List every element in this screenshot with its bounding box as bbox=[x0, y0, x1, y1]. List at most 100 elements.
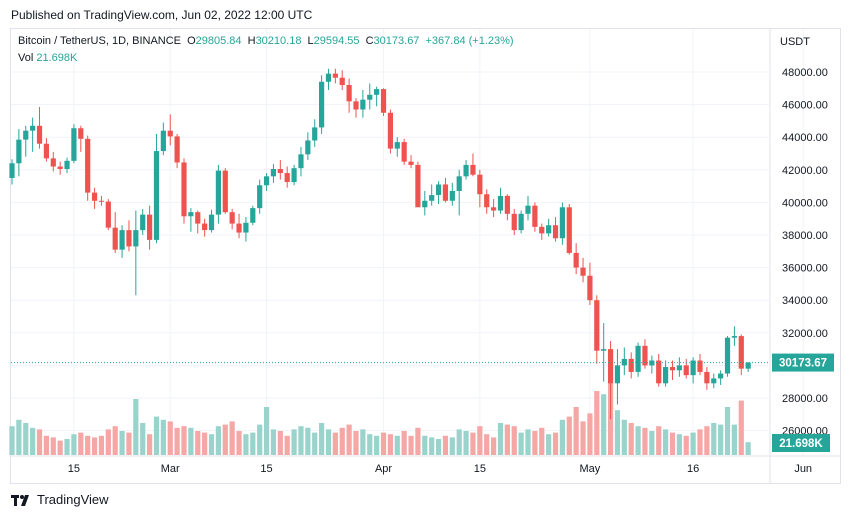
candle-body bbox=[332, 73, 338, 78]
volume-bar bbox=[724, 407, 731, 455]
candle-body bbox=[380, 89, 387, 113]
volume-bar bbox=[167, 421, 173, 455]
candle-body bbox=[724, 337, 731, 374]
candle-body bbox=[731, 336, 737, 338]
candle-body bbox=[484, 194, 490, 208]
ohlc-legend: Bitcoin / TetherUS, 1D, BINANCE O29805.8… bbox=[18, 35, 517, 47]
volume-bar bbox=[601, 394, 607, 455]
candle-body bbox=[291, 168, 297, 183]
volume-value: 21.698K bbox=[36, 52, 78, 64]
candle-body bbox=[91, 192, 98, 201]
volume-bar bbox=[525, 429, 531, 455]
candle-body bbox=[277, 168, 283, 174]
time-tick-label: 15 bbox=[260, 463, 272, 475]
volume-bar bbox=[133, 399, 139, 455]
volume-bar bbox=[174, 427, 180, 455]
volume-bar bbox=[140, 423, 146, 455]
candle-body bbox=[511, 213, 517, 231]
volume-bar bbox=[621, 419, 627, 455]
volume-bar bbox=[353, 431, 359, 455]
time-tick-label: 16 bbox=[687, 463, 699, 475]
candle-body bbox=[339, 77, 345, 86]
candle-body bbox=[257, 185, 263, 209]
time-tick-label: 15 bbox=[474, 463, 486, 475]
volume-bar bbox=[195, 431, 201, 455]
low-value: 29594.55 bbox=[313, 35, 360, 47]
volume-bar bbox=[477, 426, 483, 455]
volume-bar bbox=[270, 429, 277, 455]
candle-body bbox=[628, 358, 634, 372]
volume-bar bbox=[690, 432, 696, 455]
price-tick-label: 40000.00 bbox=[782, 197, 828, 209]
candle-body bbox=[573, 252, 579, 268]
candle-body bbox=[580, 267, 586, 276]
time-tick-label: May bbox=[580, 463, 601, 475]
volume-bar bbox=[449, 437, 455, 455]
candle-body bbox=[140, 214, 146, 231]
volume-bar bbox=[43, 435, 49, 455]
candle-body bbox=[532, 205, 538, 227]
volume-bar bbox=[346, 424, 352, 455]
candle-body bbox=[325, 73, 332, 82]
candle-body bbox=[463, 164, 469, 177]
candle-body bbox=[504, 195, 510, 214]
candle-body bbox=[105, 201, 111, 228]
candle-body bbox=[71, 128, 77, 161]
tradingview-footer[interactable]: TradingView bbox=[11, 492, 109, 507]
volume-bar bbox=[85, 435, 91, 455]
volume-bar bbox=[546, 434, 552, 455]
candle-body bbox=[147, 214, 153, 240]
volume-bar bbox=[312, 432, 318, 455]
volume-bar bbox=[57, 440, 63, 455]
candle-body bbox=[367, 94, 373, 100]
candle-body bbox=[704, 371, 710, 384]
candle-body bbox=[16, 139, 22, 164]
volume-bar bbox=[181, 426, 187, 455]
candle-body bbox=[683, 365, 689, 376]
volume-bar bbox=[663, 429, 669, 455]
volume-bar bbox=[64, 439, 70, 455]
volume-label: Vol bbox=[18, 52, 34, 64]
volume-bar bbox=[325, 429, 332, 455]
volume-bar bbox=[119, 431, 125, 455]
time-axis-labels: 15 Mar 15 Apr 15 May 16 Jun bbox=[68, 463, 812, 475]
volume-bar bbox=[704, 426, 710, 455]
volume-badge: 21.698K bbox=[772, 434, 830, 452]
volume-bar bbox=[30, 427, 36, 455]
candle-body bbox=[607, 349, 614, 384]
candle-body bbox=[181, 162, 187, 217]
volume-bar bbox=[683, 435, 689, 455]
volume-bars bbox=[9, 383, 751, 455]
candle-body bbox=[202, 223, 208, 231]
candle-body bbox=[539, 226, 545, 234]
volume-bar bbox=[332, 432, 338, 455]
volume-legend: Vol 21.698K bbox=[18, 52, 77, 64]
candle-body bbox=[711, 378, 717, 384]
volume-bar bbox=[257, 424, 263, 455]
candle-body bbox=[415, 164, 421, 208]
candle-body bbox=[353, 101, 359, 110]
price-tick-label: 34000.00 bbox=[782, 295, 828, 307]
price-tick-label: 42000.00 bbox=[782, 165, 828, 177]
candle-body bbox=[601, 349, 607, 351]
volume-bar bbox=[126, 432, 132, 455]
candle-body bbox=[435, 184, 442, 196]
volume-bar bbox=[566, 416, 572, 455]
volume-bar bbox=[642, 427, 648, 455]
candle-body bbox=[174, 136, 180, 163]
candle-body bbox=[690, 360, 696, 376]
volume-bar bbox=[415, 427, 421, 455]
candle-body bbox=[394, 142, 400, 149]
volume-bar bbox=[614, 410, 621, 455]
candle-body bbox=[738, 336, 744, 369]
candle-body bbox=[78, 128, 84, 139]
candle-body bbox=[36, 125, 43, 144]
volume-bar bbox=[291, 429, 297, 455]
price-tick-label: 48000.00 bbox=[782, 67, 828, 79]
volume-bar bbox=[518, 432, 524, 455]
volume-bar bbox=[387, 434, 393, 455]
volume-bar bbox=[649, 431, 655, 455]
price-badge: 30173.67 bbox=[772, 353, 834, 372]
close-value: 30173.67 bbox=[373, 35, 420, 47]
